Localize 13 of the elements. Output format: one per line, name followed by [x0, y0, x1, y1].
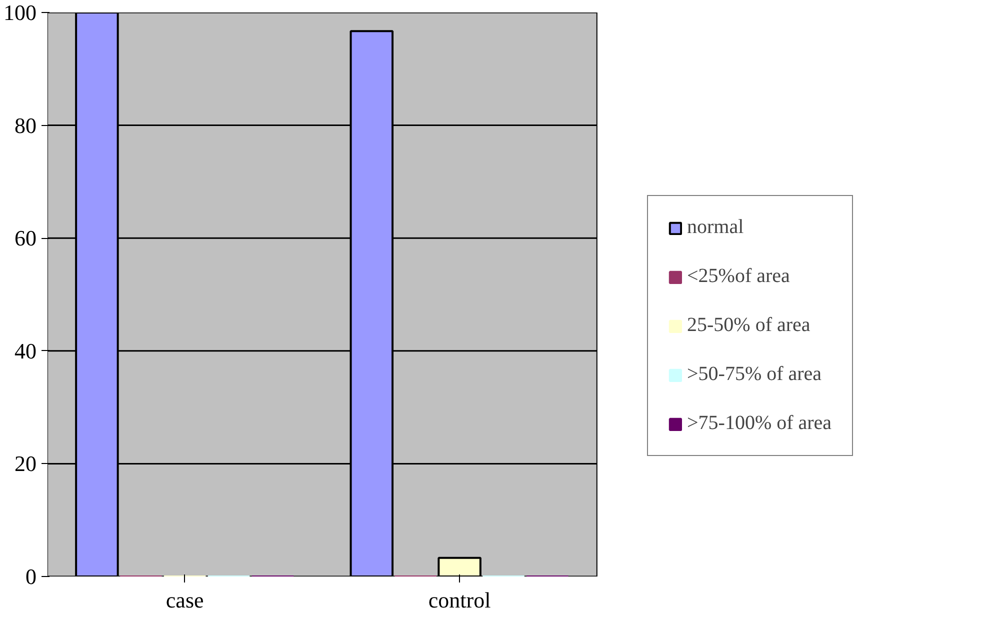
y-tick-label: 60	[14, 226, 36, 251]
y-tick-label: 100	[4, 0, 36, 25]
y-tick-label: 80	[14, 112, 36, 138]
legend-label: 25-50% of area	[687, 314, 810, 337]
y-tick-label: 40	[14, 338, 36, 364]
legend-label: >50-75% of area	[687, 363, 822, 386]
legend-label: >75-100% of area	[687, 412, 832, 435]
legend-label: <25%of area	[687, 265, 790, 288]
x-tick-label: control	[428, 588, 491, 612]
y-tick-label: 20	[14, 451, 36, 476]
x-tick-label: case	[166, 588, 204, 612]
y-tick-label: 0	[26, 564, 36, 589]
legend-label: normal	[687, 216, 744, 239]
